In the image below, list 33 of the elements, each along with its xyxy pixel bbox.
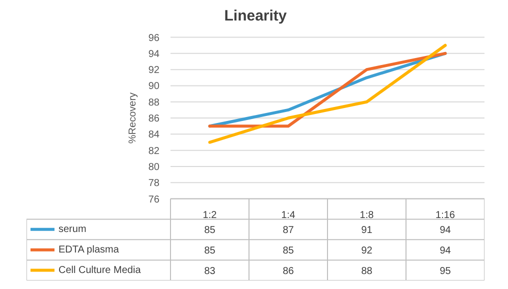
y-tick-label: 96 bbox=[148, 32, 160, 44]
y-tick-label: 76 bbox=[148, 194, 160, 206]
data-label: 85 bbox=[282, 245, 294, 256]
y-axis-title: %Recovery bbox=[128, 92, 138, 144]
y-tick-label: 90 bbox=[148, 81, 160, 92]
line-series bbox=[208, 44, 447, 144]
y-tick-label: 80 bbox=[148, 162, 160, 173]
data-label: 91 bbox=[361, 224, 373, 236]
y-tick-label: 84 bbox=[148, 130, 160, 141]
y-tick-label: 82 bbox=[148, 146, 160, 157]
y-tick-label: 88 bbox=[148, 97, 160, 108]
x-tick-label: 1:16 bbox=[436, 210, 456, 221]
chart-title: Linearity bbox=[224, 8, 288, 24]
legend-label: serum bbox=[58, 224, 86, 235]
data-label: 88 bbox=[361, 266, 373, 277]
y-tick-label: 78 bbox=[148, 178, 160, 190]
data-label: 94 bbox=[440, 224, 452, 236]
y-tick-label: 94 bbox=[148, 48, 160, 60]
y-tick-label: 92 bbox=[148, 65, 160, 76]
x-tick-label: 1:2 bbox=[202, 210, 218, 221]
data-label: 94 bbox=[440, 245, 452, 256]
data-label: 86 bbox=[282, 266, 294, 277]
x-tick-label: 1:8 bbox=[360, 210, 374, 221]
data-label: 83 bbox=[204, 266, 216, 277]
legend-label: EDTA plasma bbox=[58, 244, 120, 256]
legend-label: Cell Culture Media bbox=[58, 264, 142, 276]
data-label: 85 bbox=[204, 245, 216, 256]
data-label: 95 bbox=[440, 266, 452, 277]
data-label: 87 bbox=[282, 224, 294, 236]
x-tick-label: 1:4 bbox=[281, 210, 296, 221]
y-tick-label: 86 bbox=[148, 114, 160, 125]
data-label: 92 bbox=[361, 245, 373, 256]
data-label: 85 bbox=[204, 224, 216, 236]
